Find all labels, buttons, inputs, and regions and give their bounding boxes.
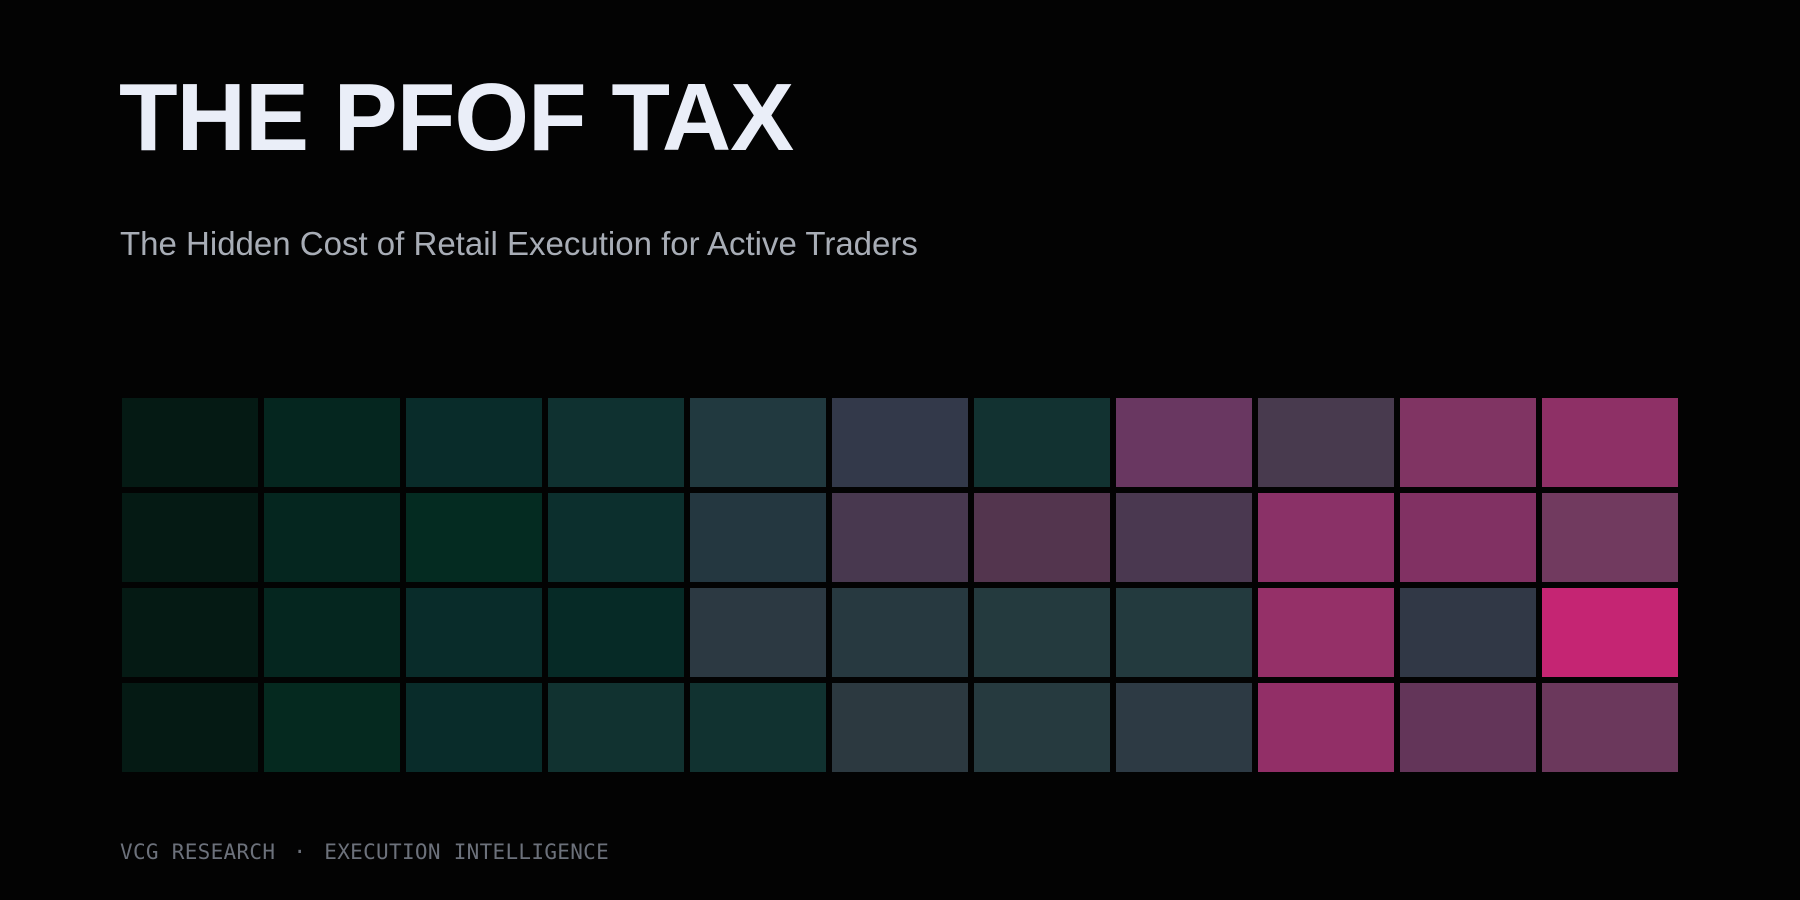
heatmap-cell-r2-c5 xyxy=(690,493,826,582)
heatmap-cell-r3-c9 xyxy=(1258,588,1394,677)
heatmap-cell-r4-c7 xyxy=(974,683,1110,772)
heatmap-cell-r3-c1 xyxy=(122,588,258,677)
heatmap-cell-r3-c8 xyxy=(1116,588,1252,677)
heatmap-cell-r1-c5 xyxy=(690,398,826,487)
heatmap-cell-r3-c7 xyxy=(974,588,1110,677)
heatmap-cell-r1-c8 xyxy=(1116,398,1252,487)
footer-separator: · xyxy=(293,840,307,864)
heatmap-cell-r4-c1 xyxy=(122,683,258,772)
heatmap-cell-r3-c6 xyxy=(832,588,968,677)
heatmap-grid xyxy=(122,398,1678,772)
heatmap-cell-r3-c3 xyxy=(406,588,542,677)
heatmap-cell-r4-c3 xyxy=(406,683,542,772)
heatmap-cell-r1-c4 xyxy=(548,398,684,487)
heatmap-cell-r1-c1 xyxy=(122,398,258,487)
heatmap-cell-r2-c10 xyxy=(1400,493,1536,582)
heatmap-cell-r4-c9 xyxy=(1258,683,1394,772)
heatmap-cell-r1-c2 xyxy=(264,398,400,487)
heatmap-cell-r4-c2 xyxy=(264,683,400,772)
page-subtitle: The Hidden Cost of Retail Execution for … xyxy=(120,225,918,262)
heatmap-cell-r1-c11 xyxy=(1542,398,1678,487)
heatmap-cell-r1-c3 xyxy=(406,398,542,487)
heatmap-cell-r3-c2 xyxy=(264,588,400,677)
heatmap-cell-r4-c6 xyxy=(832,683,968,772)
heatmap-cell-r1-c10 xyxy=(1400,398,1536,487)
heatmap-cell-r2-c6 xyxy=(832,493,968,582)
heatmap-cell-r3-c4 xyxy=(548,588,684,677)
heatmap-cell-r3-c10 xyxy=(1400,588,1536,677)
heatmap-cell-r3-c5 xyxy=(690,588,826,677)
heatmap-cell-r4-c8 xyxy=(1116,683,1252,772)
heatmap-cell-r4-c11 xyxy=(1542,683,1678,772)
heatmap-cell-r1-c7 xyxy=(974,398,1110,487)
heatmap-cell-r2-c8 xyxy=(1116,493,1252,582)
footer: VCG RESEARCH · EXECUTION INTELLIGENCE xyxy=(120,838,609,866)
heatmap-cell-r2-c1 xyxy=(122,493,258,582)
heatmap-cell-r4-c4 xyxy=(548,683,684,772)
heatmap-cell-r4-c10 xyxy=(1400,683,1536,772)
footer-brand: VCG RESEARCH xyxy=(120,840,276,864)
heatmap-cell-r2-c9 xyxy=(1258,493,1394,582)
heatmap-cell-r3-c11 xyxy=(1542,588,1678,677)
heatmap-cell-r2-c7 xyxy=(974,493,1110,582)
heatmap-cell-r1-c9 xyxy=(1258,398,1394,487)
heatmap-cell-r1-c6 xyxy=(832,398,968,487)
page-title: THE PFOF TAX xyxy=(119,64,794,171)
footer-tagline: EXECUTION INTELLIGENCE xyxy=(324,840,610,864)
heatmap-cell-r4-c5 xyxy=(690,683,826,772)
heatmap-cell-r2-c3 xyxy=(406,493,542,582)
heatmap-cell-r2-c2 xyxy=(264,493,400,582)
heatmap-cell-r2-c4 xyxy=(548,493,684,582)
heatmap-cell-r2-c11 xyxy=(1542,493,1678,582)
